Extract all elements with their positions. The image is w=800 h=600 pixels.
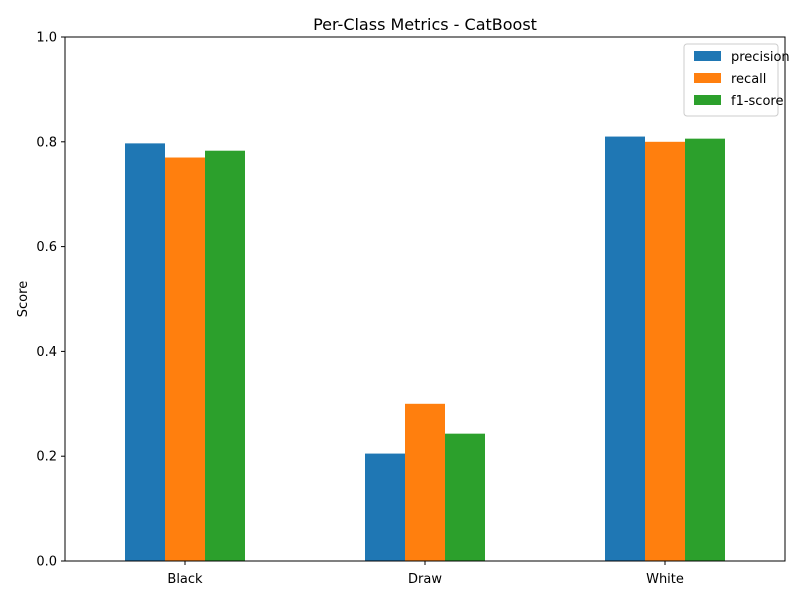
- y-tick-label: 0.6: [36, 240, 57, 255]
- y-tick-label: 0.0: [36, 555, 57, 570]
- chart-title: Per-Class Metrics - CatBoost: [313, 15, 537, 34]
- legend-label: precision: [731, 50, 790, 65]
- legend-label: f1-score: [731, 94, 783, 109]
- bar-recall-black: [165, 157, 205, 561]
- y-tick-label: 0.4: [36, 345, 57, 360]
- x-tick-label: White: [646, 572, 684, 587]
- y-tick-label: 0.2: [36, 450, 57, 465]
- bar-f1-score-draw: [445, 433, 485, 561]
- plot-area-frame: [64, 36, 786, 562]
- ticks-layer: Black Draw White 0.0 0.2 0.4 0.6 0.8 1.0: [36, 31, 684, 588]
- bar-f1-score-white: [685, 138, 725, 561]
- bar-recall-white: [645, 141, 685, 562]
- legend-swatch: [694, 95, 721, 105]
- legend: precision recall f1-score: [683, 43, 790, 117]
- y-tick-label: 0.8: [36, 135, 57, 150]
- bar-precision-draw: [365, 453, 405, 561]
- bars-layer: [125, 136, 725, 562]
- bar-precision-black: [125, 143, 165, 561]
- x-tick-label: Draw: [408, 572, 442, 587]
- legend-swatch: [694, 51, 721, 61]
- bar-recall-draw: [405, 403, 445, 561]
- bar-precision-white: [605, 136, 645, 561]
- x-tick-label: Black: [167, 572, 203, 587]
- y-axis-label: Score: [16, 281, 31, 317]
- legend-label: recall: [731, 72, 766, 87]
- legend-swatch: [694, 73, 721, 83]
- bar-f1-score-black: [205, 150, 245, 561]
- y-tick-label: 1.0: [36, 31, 57, 46]
